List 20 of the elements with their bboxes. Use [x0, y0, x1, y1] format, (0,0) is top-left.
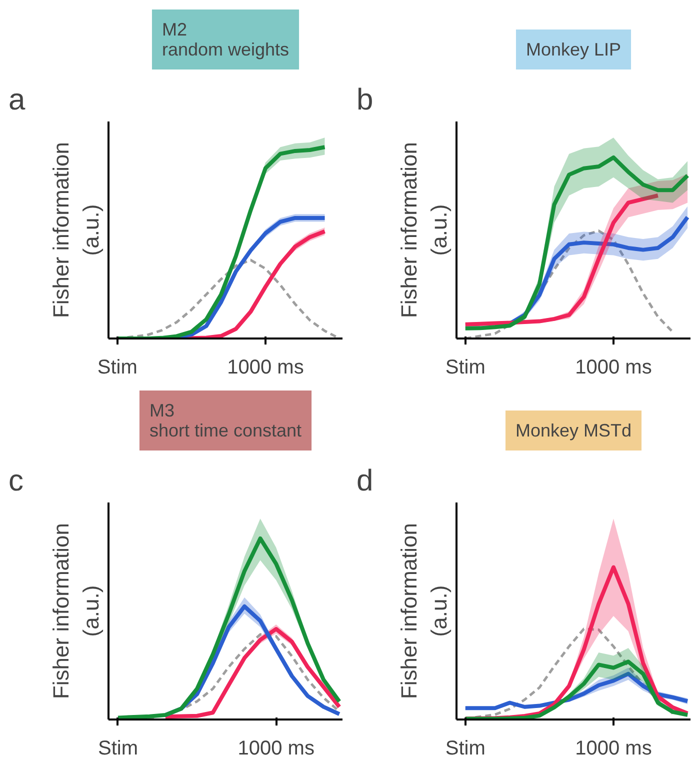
chart-title: Monkey LIP: [526, 40, 622, 60]
text: a: [8, 84, 26, 116]
chart-title: M3 short time constant: [149, 400, 302, 440]
y-axis-title: Fisher information (a.u.): [396, 522, 452, 700]
text: b: [356, 84, 374, 116]
text: d: [356, 464, 374, 498]
x-tick-label: Stim: [445, 356, 486, 378]
x-tick-label: 1000 ms: [238, 738, 314, 760]
text: c: [8, 464, 24, 498]
x-tick-label: 1000 ms: [227, 356, 304, 378]
y-axis-title: Fisher information (a.u.): [396, 142, 452, 318]
x-tick-label: Stim: [98, 738, 138, 760]
x-tick-label: 1000 ms: [575, 738, 652, 760]
x-tick-label: Stim: [97, 356, 138, 378]
chart-title: M2 random weights: [162, 20, 290, 60]
x-tick-label: Stim: [445, 738, 486, 760]
y-axis-title: Fisher information (a.u.): [48, 142, 104, 318]
chart-title: Monkey MSTd: [515, 420, 632, 440]
y-axis-title: Fisher information (a.u.): [48, 522, 104, 700]
x-tick-label: 1000 ms: [575, 356, 652, 378]
